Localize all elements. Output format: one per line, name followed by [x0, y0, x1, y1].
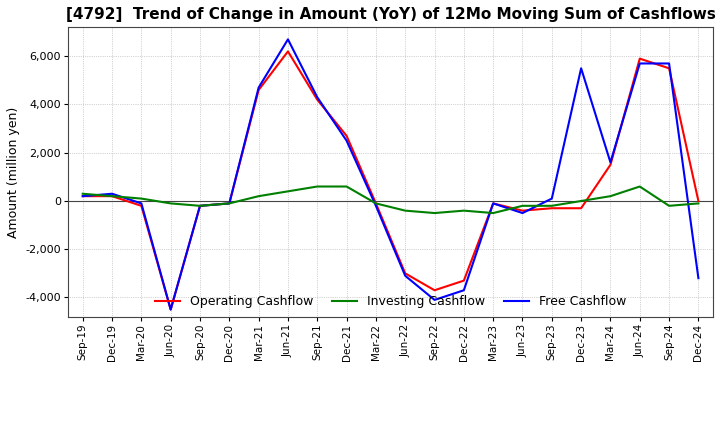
Investing Cashflow: [636, 184, 644, 189]
Operating Cashflow: [225, 201, 233, 206]
Investing Cashflow: [284, 189, 292, 194]
Investing Cashflow: [489, 210, 498, 216]
Free Cashflow: [694, 275, 703, 281]
Investing Cashflow: [547, 203, 556, 209]
Investing Cashflow: [577, 198, 585, 204]
Investing Cashflow: [401, 208, 410, 213]
Investing Cashflow: [225, 201, 233, 206]
Operating Cashflow: [459, 278, 468, 283]
Free Cashflow: [313, 95, 322, 100]
Operating Cashflow: [342, 133, 351, 139]
Free Cashflow: [196, 203, 204, 209]
Investing Cashflow: [166, 201, 175, 206]
Free Cashflow: [342, 138, 351, 143]
Operating Cashflow: [284, 49, 292, 54]
Operating Cashflow: [431, 288, 439, 293]
Free Cashflow: [284, 37, 292, 42]
Operating Cashflow: [694, 198, 703, 204]
Free Cashflow: [636, 61, 644, 66]
Operating Cashflow: [577, 205, 585, 211]
Investing Cashflow: [313, 184, 322, 189]
Operating Cashflow: [78, 194, 87, 199]
Operating Cashflow: [489, 201, 498, 206]
Free Cashflow: [372, 203, 380, 209]
Investing Cashflow: [606, 194, 615, 199]
Line: Operating Cashflow: Operating Cashflow: [83, 51, 698, 310]
Operating Cashflow: [547, 205, 556, 211]
Free Cashflow: [108, 191, 117, 196]
Investing Cashflow: [78, 191, 87, 196]
Free Cashflow: [547, 196, 556, 201]
Line: Free Cashflow: Free Cashflow: [83, 39, 698, 310]
Free Cashflow: [225, 201, 233, 206]
Investing Cashflow: [108, 194, 117, 199]
Investing Cashflow: [342, 184, 351, 189]
Operating Cashflow: [137, 203, 145, 209]
Free Cashflow: [489, 201, 498, 206]
Free Cashflow: [459, 288, 468, 293]
Operating Cashflow: [372, 201, 380, 206]
Investing Cashflow: [665, 203, 673, 209]
Free Cashflow: [577, 66, 585, 71]
Operating Cashflow: [166, 307, 175, 312]
Free Cashflow: [137, 201, 145, 206]
Legend: Operating Cashflow, Investing Cashflow, Free Cashflow: Operating Cashflow, Investing Cashflow, …: [150, 290, 631, 313]
Free Cashflow: [166, 307, 175, 312]
Investing Cashflow: [254, 194, 263, 199]
Operating Cashflow: [254, 88, 263, 93]
Operating Cashflow: [636, 56, 644, 61]
Investing Cashflow: [372, 201, 380, 206]
Investing Cashflow: [137, 196, 145, 201]
Investing Cashflow: [431, 210, 439, 216]
Operating Cashflow: [108, 194, 117, 199]
Free Cashflow: [254, 85, 263, 90]
Investing Cashflow: [196, 203, 204, 209]
Operating Cashflow: [606, 162, 615, 168]
Free Cashflow: [431, 297, 439, 303]
Free Cashflow: [401, 273, 410, 279]
Operating Cashflow: [518, 208, 527, 213]
Y-axis label: Amount (million yen): Amount (million yen): [7, 106, 20, 238]
Free Cashflow: [665, 61, 673, 66]
Line: Investing Cashflow: Investing Cashflow: [83, 187, 698, 213]
Investing Cashflow: [518, 203, 527, 209]
Investing Cashflow: [694, 201, 703, 206]
Free Cashflow: [518, 210, 527, 216]
Operating Cashflow: [401, 271, 410, 276]
Investing Cashflow: [459, 208, 468, 213]
Operating Cashflow: [665, 66, 673, 71]
Title: [4792]  Trend of Change in Amount (YoY) of 12Mo Moving Sum of Cashflows: [4792] Trend of Change in Amount (YoY) o…: [66, 7, 716, 22]
Free Cashflow: [78, 194, 87, 199]
Operating Cashflow: [196, 203, 204, 209]
Operating Cashflow: [313, 97, 322, 102]
Free Cashflow: [606, 160, 615, 165]
